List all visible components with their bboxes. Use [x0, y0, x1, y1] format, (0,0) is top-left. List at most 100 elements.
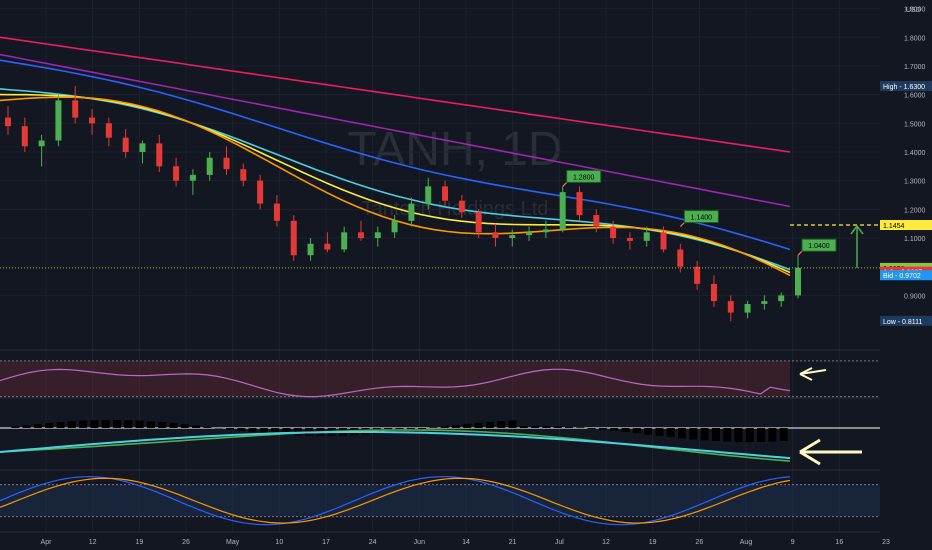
macd-histogram-bar [124, 420, 133, 428]
macd-histogram-bar [293, 428, 302, 436]
candle-body [593, 215, 600, 227]
candle-body [626, 238, 633, 241]
price-axis[interactable]: 1.9000 1.8000 1.7000 1.6000 1.5000 1.4000 1.30… [880, 0, 932, 550]
candle-body [391, 220, 398, 233]
macd-histogram-bar [734, 428, 743, 442]
time-tick: 23 [882, 539, 890, 546]
macd-histogram-bar [779, 428, 788, 442]
price-tick: 1.1000 [904, 236, 926, 243]
price-label-low [880, 315, 932, 326]
macd-histogram-bar [723, 428, 732, 442]
macd-histogram-bar [485, 421, 494, 428]
macd-histogram-bar [452, 425, 460, 428]
macd-histogram-bar [113, 420, 121, 428]
price-pane[interactable]: 1.2800 1.1400 1.0400 [0, 0, 887, 533]
candle-body [425, 186, 432, 204]
macd-histogram-bar [101, 420, 110, 428]
price-callout: 1.1400 [683, 210, 719, 224]
macd-histogram-bar [271, 428, 280, 435]
macd-histogram-bar [598, 428, 607, 430]
candle-body [475, 212, 482, 233]
candle-body [374, 232, 381, 239]
macd-histogram-bar [632, 428, 641, 434]
candle-body [206, 157, 213, 175]
candle-body [526, 232, 533, 236]
price-tick: 0.9000 [904, 293, 926, 300]
candle-body [660, 232, 667, 250]
candle-body [307, 243, 314, 256]
candle-body [408, 203, 415, 221]
ma-line-ma50 [0, 59, 791, 251]
candle-body [21, 126, 28, 147]
candle-body [257, 180, 264, 204]
macd-histogram-bar [463, 423, 472, 428]
time-axis[interactable]: Apr 12 19 26 May 10 17 24 Jun 14 21 Jul 12 19 26 Aug 9 16… [41, 539, 890, 546]
macd-histogram-bar [497, 421, 506, 428]
candle-body [72, 100, 79, 118]
price-label-target [880, 220, 932, 231]
macd-histogram-bar [79, 420, 88, 428]
candle-body [290, 220, 297, 256]
time-tick: 26 [182, 539, 190, 546]
macd-histogram-bar [282, 428, 291, 435]
macd-histogram-bar [192, 425, 201, 428]
macd-histogram-bar [745, 428, 754, 442]
callout-box [566, 169, 602, 183]
time-tick: 16 [835, 539, 843, 546]
macd-histogram-bar [440, 426, 449, 428]
macd-histogram-bar [553, 426, 562, 428]
macd-histogram-bar [542, 426, 551, 428]
time-tick: 12 [602, 539, 610, 546]
macd-histogram-bar [67, 421, 76, 428]
price-tick: 1.4000 [904, 150, 926, 157]
time-tick: 19 [649, 539, 657, 546]
time-tick: 19 [135, 539, 143, 546]
candle-body [89, 117, 96, 124]
price-callout: 1.0400 [801, 238, 837, 252]
candle-body [341, 232, 348, 250]
macd-line [0, 429, 791, 462]
stoch-band [0, 484, 880, 517]
macd-histogram-bar [158, 422, 167, 428]
rsi-line [0, 368, 791, 398]
candle-body [357, 232, 364, 239]
macd-histogram-bar [700, 428, 709, 441]
time-tick: Aug [740, 539, 753, 546]
macd-histogram-bar [644, 428, 653, 435]
time-tick: 26 [695, 539, 703, 546]
candle-body [273, 203, 280, 221]
macd-signal-line [0, 431, 791, 460]
macd-histogram-bar [226, 428, 234, 430]
stochastic-pane[interactable]: 80.0060.0040.0020.000.00 [0, 476, 922, 533]
price-label-text: 1.1454 [883, 223, 905, 230]
target-arrow-head [850, 224, 864, 235]
callout-label: 1.1400 [691, 215, 713, 222]
macd-histogram-bar [56, 422, 65, 428]
price-label-high [880, 81, 932, 92]
candle-body [324, 243, 331, 250]
callout-box [683, 210, 719, 224]
ma-line-ma200 [0, 36, 791, 153]
macd-histogram-bar [169, 423, 178, 428]
macd-histogram-bar [418, 428, 427, 429]
macd-histogram-bar [22, 425, 31, 428]
price-tick: 1.7000 [904, 64, 926, 71]
candle-body [38, 140, 45, 147]
callout-box [801, 238, 837, 252]
macd-histogram-bar [655, 428, 664, 436]
time-tick: 14 [462, 539, 470, 546]
candle-body [610, 226, 617, 239]
macd-histogram-bar [248, 428, 257, 433]
rsi-arrow-icon [799, 367, 827, 381]
candle-body [795, 267, 801, 296]
macd-histogram-bar [565, 426, 573, 428]
candle-body [55, 100, 62, 141]
candle-body [576, 192, 583, 216]
time-tick: 10 [275, 539, 283, 546]
symbol-watermark: TANH, 1D [347, 123, 562, 176]
macd-histogram-bar [508, 420, 517, 428]
macd-histogram-bar [45, 423, 54, 428]
macd-histogram-bar [203, 426, 212, 428]
